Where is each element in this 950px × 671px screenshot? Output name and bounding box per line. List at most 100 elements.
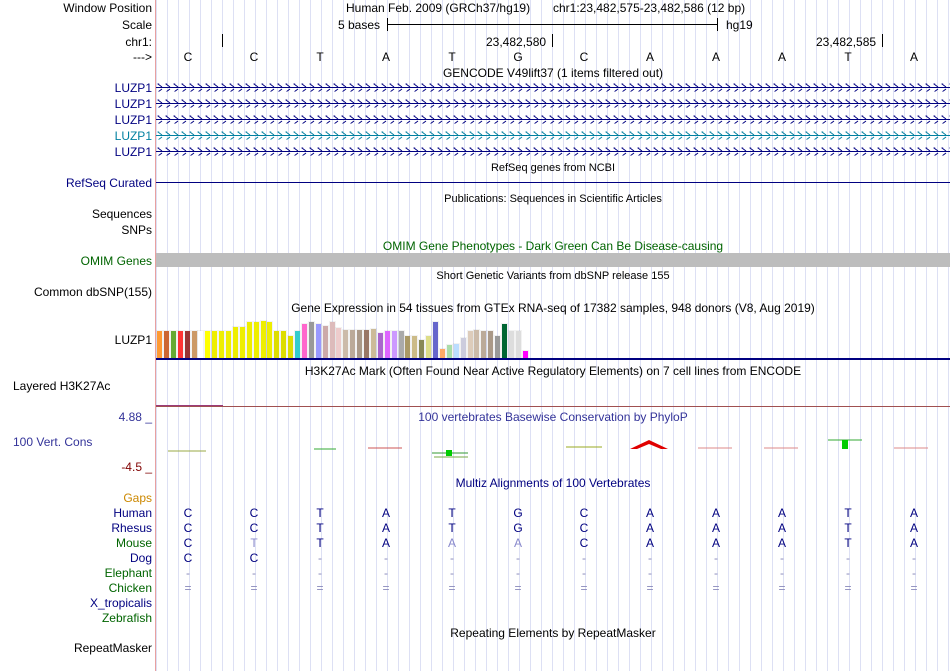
- gtex-tissue-bar[interactable]: [363, 329, 370, 359]
- gtex-tissue-bar[interactable]: [225, 330, 232, 359]
- gencode-track-title[interactable]: GENCODE V49lift37 (1 items filtered out): [442, 66, 664, 80]
- transcript-line[interactable]: [156, 147, 950, 156]
- gtex-tissue-bar[interactable]: [190, 330, 198, 359]
- track-image-panel[interactable]: Human Feb. 2009 (GRCh37/hg19) chr1:23,48…: [156, 0, 950, 671]
- gtex-tissue-bar[interactable]: [197, 330, 205, 359]
- dbsnp-track-title[interactable]: Short Genetic Variants from dbSNP releas…: [436, 270, 670, 282]
- scale-bar-end: [387, 18, 388, 31]
- gtex-tissue-bar[interactable]: [383, 330, 391, 359]
- gtex-tissue-bar[interactable]: [335, 327, 343, 359]
- transcript-line[interactable]: [156, 131, 950, 140]
- species-label-mouse: Mouse: [115, 536, 152, 550]
- gtex-tissue-bar[interactable]: [314, 323, 322, 359]
- gtex-tissue-bar[interactable]: [169, 330, 177, 359]
- alignment-base-human: A: [645, 506, 654, 520]
- gtex-tissue-bar[interactable]: [356, 329, 364, 359]
- transcript-line[interactable]: [156, 115, 950, 124]
- publications-track-title[interactable]: Publications: Sequences in Scientific Ar…: [444, 193, 662, 205]
- gtex-tissue-bar[interactable]: [162, 330, 170, 359]
- alignment-base-human: C: [579, 506, 589, 520]
- gtex-tissue-bar[interactable]: [432, 321, 439, 359]
- gtex-tissue-bar[interactable]: [218, 330, 226, 359]
- gtex-tissue-bar[interactable]: [328, 321, 336, 359]
- transcript-line[interactable]: [156, 83, 950, 92]
- gtex-tissue-bar[interactable]: [183, 330, 191, 359]
- gtex-tissue-bar[interactable]: [211, 330, 219, 359]
- gtex-gene-label[interactable]: LUZP1: [114, 333, 152, 347]
- alignment-base-chicken: =: [712, 581, 720, 595]
- gtex-tissue-bar[interactable]: [411, 335, 419, 359]
- gtex-tissue-bar[interactable]: [459, 337, 467, 359]
- repeatmasker-track-title[interactable]: Repeating Elements by RepeatMasker: [450, 626, 656, 640]
- h3k27ac-track-title[interactable]: H3K27Ac Mark (Often Found Near Active Re…: [304, 364, 802, 378]
- gtex-tissue-bar[interactable]: [438, 348, 446, 359]
- gtex-tissue-bar[interactable]: [487, 330, 495, 359]
- base-letter: T: [448, 50, 456, 64]
- alignment-base-mouse: T: [844, 536, 852, 550]
- refseq-track-title[interactable]: RefSeq genes from NCBI: [490, 162, 616, 174]
- gtex-tissue-bar[interactable]: [231, 326, 239, 359]
- gtex-tissue-bar[interactable]: [521, 350, 529, 359]
- gtex-tissue-bar[interactable]: [418, 339, 426, 359]
- gtex-tissue-bar[interactable]: [156, 330, 163, 359]
- gencode-gene-label[interactable]: LUZP1: [114, 129, 152, 143]
- gtex-tissue-bar[interactable]: [404, 335, 412, 359]
- gtex-tissue-bar[interactable]: [176, 330, 184, 359]
- gtex-tissue-bar[interactable]: [494, 335, 502, 359]
- common-dbsnp-label[interactable]: Common dbSNP(155): [33, 285, 152, 299]
- gtex-tissue-bar[interactable]: [252, 321, 260, 359]
- gtex-tissue-bar[interactable]: [287, 335, 295, 359]
- gtex-tissue-bar[interactable]: [390, 330, 398, 359]
- gtex-tissue-bar[interactable]: [204, 330, 212, 359]
- gtex-tissue-bar[interactable]: [445, 344, 453, 359]
- gencode-gene-label[interactable]: LUZP1: [114, 97, 152, 111]
- sequences-label[interactable]: Sequences: [91, 207, 152, 221]
- transcript-line[interactable]: [156, 99, 950, 108]
- gtex-tissue-bar[interactable]: [369, 328, 377, 359]
- gtex-tissue-bar[interactable]: [273, 330, 281, 359]
- grid-line: [750, 0, 751, 671]
- conservation-track-title[interactable]: 100 vertebrates Basewise Conservation by…: [418, 410, 688, 424]
- gtex-tissue-bar[interactable]: [466, 330, 474, 359]
- gtex-tissue-bar[interactable]: [300, 323, 308, 359]
- conservation-plot[interactable]: [156, 0, 950, 671]
- alignment-base-chicken: =: [448, 581, 456, 595]
- gtex-tissue-bar[interactable]: [349, 329, 357, 359]
- conservation-track-label[interactable]: 100 Vert. Cons: [13, 435, 93, 449]
- gtex-tissue-bar[interactable]: [294, 330, 301, 359]
- repeatmasker-label[interactable]: RepeatMasker: [73, 641, 152, 655]
- refseq-gene-line[interactable]: [156, 182, 950, 183]
- gtex-tissue-bar[interactable]: [307, 321, 315, 359]
- gencode-gene-label[interactable]: LUZP1: [114, 113, 152, 127]
- gtex-tissue-bar[interactable]: [501, 323, 508, 359]
- snps-label[interactable]: SNPs: [121, 223, 152, 237]
- gtex-tissue-bar[interactable]: [266, 321, 274, 359]
- gtex-tissue-bar[interactable]: [342, 329, 350, 359]
- gtex-tissue-bar[interactable]: [245, 321, 253, 359]
- omim-gene-bar[interactable]: [156, 253, 950, 267]
- layered-h3k27ac-label[interactable]: Layered H3K27Ac: [13, 379, 111, 393]
- gencode-transcripts[interactable]: [156, 0, 950, 160]
- alignment-base-elephant: -: [846, 566, 850, 580]
- gtex-tissue-bar[interactable]: [238, 326, 246, 359]
- multiz-track-title[interactable]: Multiz Alignments of 100 Vertebrates: [455, 476, 651, 490]
- omim-genes-label[interactable]: OMIM Genes: [80, 254, 152, 268]
- gtex-tissue-bar[interactable]: [376, 332, 384, 359]
- gtex-tissue-bar[interactable]: [480, 330, 488, 359]
- gtex-tissue-bar[interactable]: [425, 335, 433, 359]
- alignment-base-elephant: -: [714, 566, 718, 580]
- gencode-gene-label[interactable]: LUZP1: [114, 145, 152, 159]
- gtex-tissue-bar[interactable]: [452, 343, 460, 359]
- omim-track-title[interactable]: OMIM Gene Phenotypes - Dark Green Can Be…: [382, 239, 724, 253]
- gtex-tissue-bar[interactable]: [514, 330, 522, 359]
- gtex-track-title[interactable]: Gene Expression in 54 tissues from GTEx …: [291, 301, 815, 315]
- gtex-tissue-bar[interactable]: [321, 325, 329, 359]
- gtex-tissue-bar[interactable]: [473, 329, 481, 359]
- refseq-curated-label[interactable]: RefSeq Curated: [65, 176, 152, 190]
- strand-arrow-label: --->: [133, 50, 152, 64]
- gtex-tissue-bar[interactable]: [397, 330, 405, 359]
- gtex-tissue-bar[interactable]: [259, 320, 267, 359]
- gtex-tissue-bar[interactable]: [507, 330, 515, 359]
- gencode-gene-label[interactable]: LUZP1: [114, 81, 152, 95]
- gtex-tissue-bar[interactable]: [280, 330, 288, 359]
